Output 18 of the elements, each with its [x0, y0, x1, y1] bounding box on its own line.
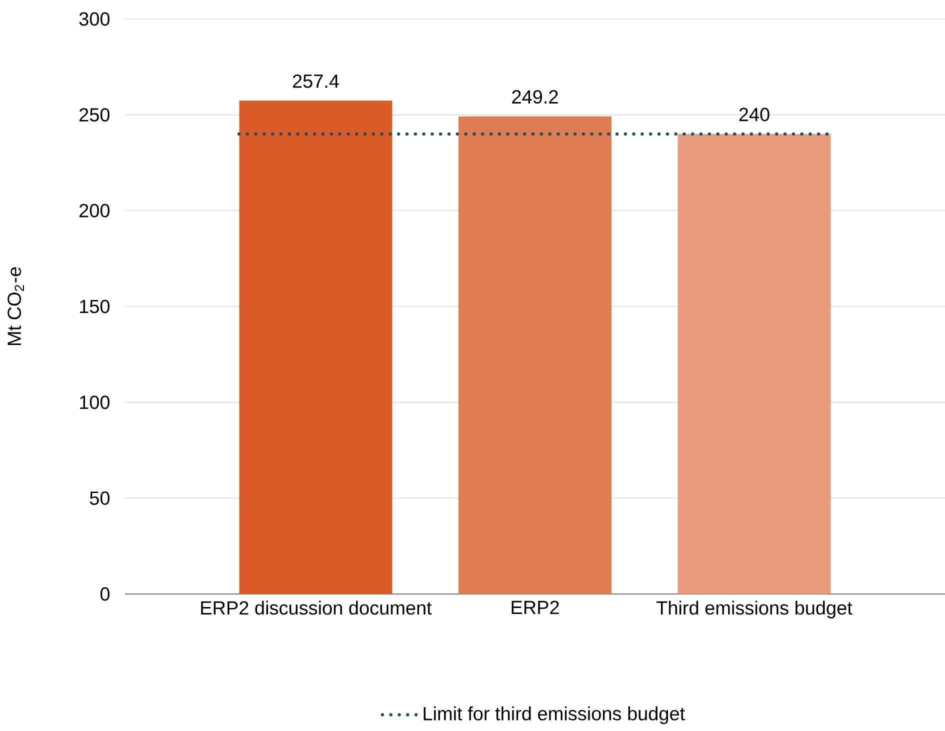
y-tick-label: 100 [80, 396, 110, 410]
x-tick-label: Third emissions budget [656, 600, 852, 618]
legend-label: Limit for third emissions budget [424, 706, 685, 724]
y-tick-label: 300 [79, 12, 110, 26]
y-tick-label: 200 [80, 204, 110, 218]
x-tick-label: ERP2 discussion document [201, 600, 432, 615]
data-label: 257.4 [292, 74, 339, 88]
data-label: 240 [739, 108, 770, 122]
bar [458, 116, 612, 594]
y-tick-label: 0 [100, 587, 110, 601]
bar [239, 100, 392, 594]
bar [678, 134, 831, 594]
y-tick-label: 50 [90, 491, 110, 505]
x-tick-label: ERP2 [512, 600, 559, 614]
y-tick-label: 250 [80, 108, 110, 122]
y-axis-title: Mt CO$_{2}$-e [8, 267, 24, 346]
y-tick-label: 150 [80, 300, 110, 314]
data-label: 249.2 [512, 90, 558, 104]
